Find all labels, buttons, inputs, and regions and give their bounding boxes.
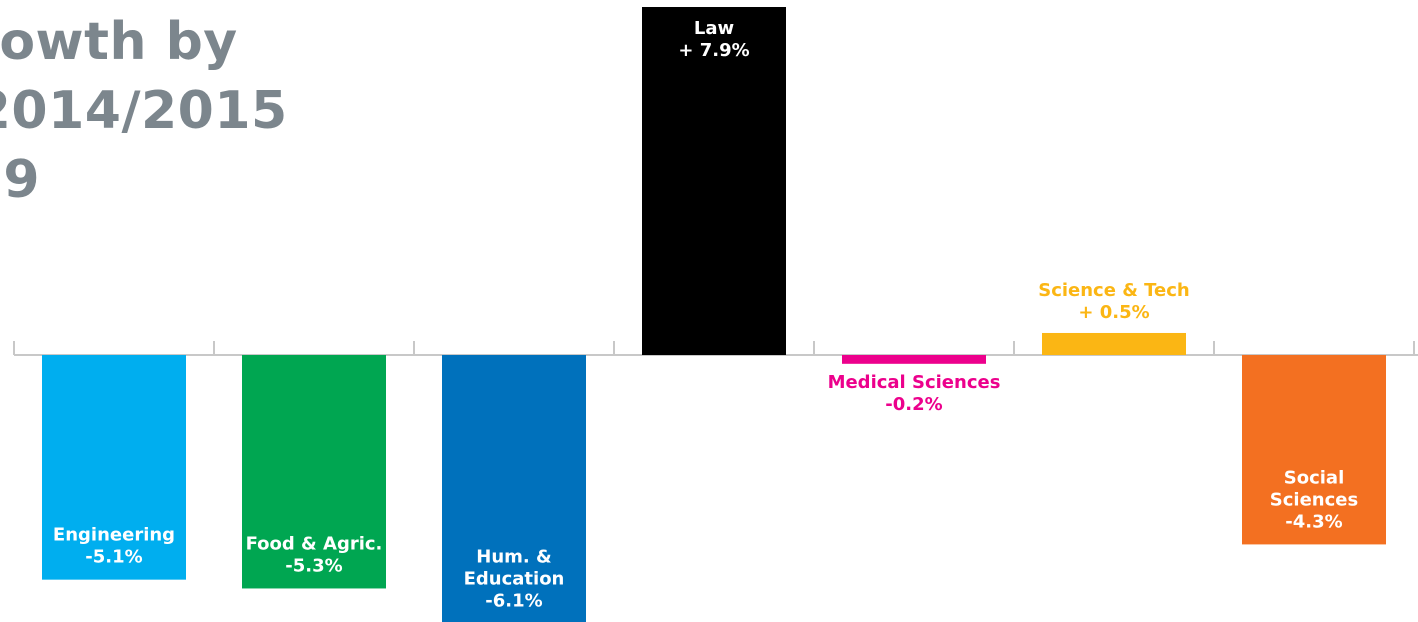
value-label-engineering: -5.1% xyxy=(85,547,142,568)
category-label-law: Law xyxy=(694,18,734,39)
value-label-social-sciences: -4.3% xyxy=(1285,511,1342,532)
bar-label-social-sciences: Social Sciences -4.3% xyxy=(1270,467,1358,532)
title-line-2: r 2014/2015 xyxy=(0,81,288,141)
bar-food-agric xyxy=(242,355,386,589)
value-label-science-tech: + 0.5% xyxy=(1078,302,1149,323)
category-label-engineering: Engineering xyxy=(53,525,175,546)
bar-social-sciences xyxy=(1242,355,1386,545)
bar-label-medical-sciences: Medical Sciences -0.2% xyxy=(828,372,1001,415)
bar-label-engineering: Engineering -5.1% xyxy=(53,525,175,568)
chart-title: Growth by r 2014/2015 019 xyxy=(0,8,288,215)
value-label-hum-education: -6.1% xyxy=(485,591,542,612)
bar-law xyxy=(642,7,786,355)
category-label-hum-education: Education xyxy=(464,569,565,590)
category-label-social-sciences: Social xyxy=(1284,467,1345,488)
bar-engineering xyxy=(42,355,186,580)
bar-science-tech xyxy=(1042,332,1186,355)
bar-label-food-agric: Food & Agric. -5.3% xyxy=(246,533,383,576)
bar-hum-education xyxy=(442,355,586,622)
title-line-3: 019 xyxy=(0,150,41,210)
value-label-food-agric: -5.3% xyxy=(285,555,342,576)
category-label-hum-education: Hum. & xyxy=(476,547,551,568)
value-label-law: + 7.9% xyxy=(678,40,749,61)
bar-medical-sciences xyxy=(842,355,986,364)
value-label-medical-sciences: -0.2% xyxy=(885,394,942,415)
category-label-science-tech: Science & Tech xyxy=(1038,280,1190,301)
bar-label-law: Law + 7.9% xyxy=(678,18,749,61)
bar-label-hum-education: Hum. & Education -6.1% xyxy=(464,547,565,612)
title-line-1: Growth by xyxy=(0,12,238,72)
category-label-medical-sciences: Medical Sciences xyxy=(828,372,1001,393)
bar-label-science-tech: Science & Tech + 0.5% xyxy=(1038,280,1190,323)
category-label-social-sciences: Sciences xyxy=(1270,489,1358,510)
category-label-food-agric: Food & Agric. xyxy=(246,533,383,554)
